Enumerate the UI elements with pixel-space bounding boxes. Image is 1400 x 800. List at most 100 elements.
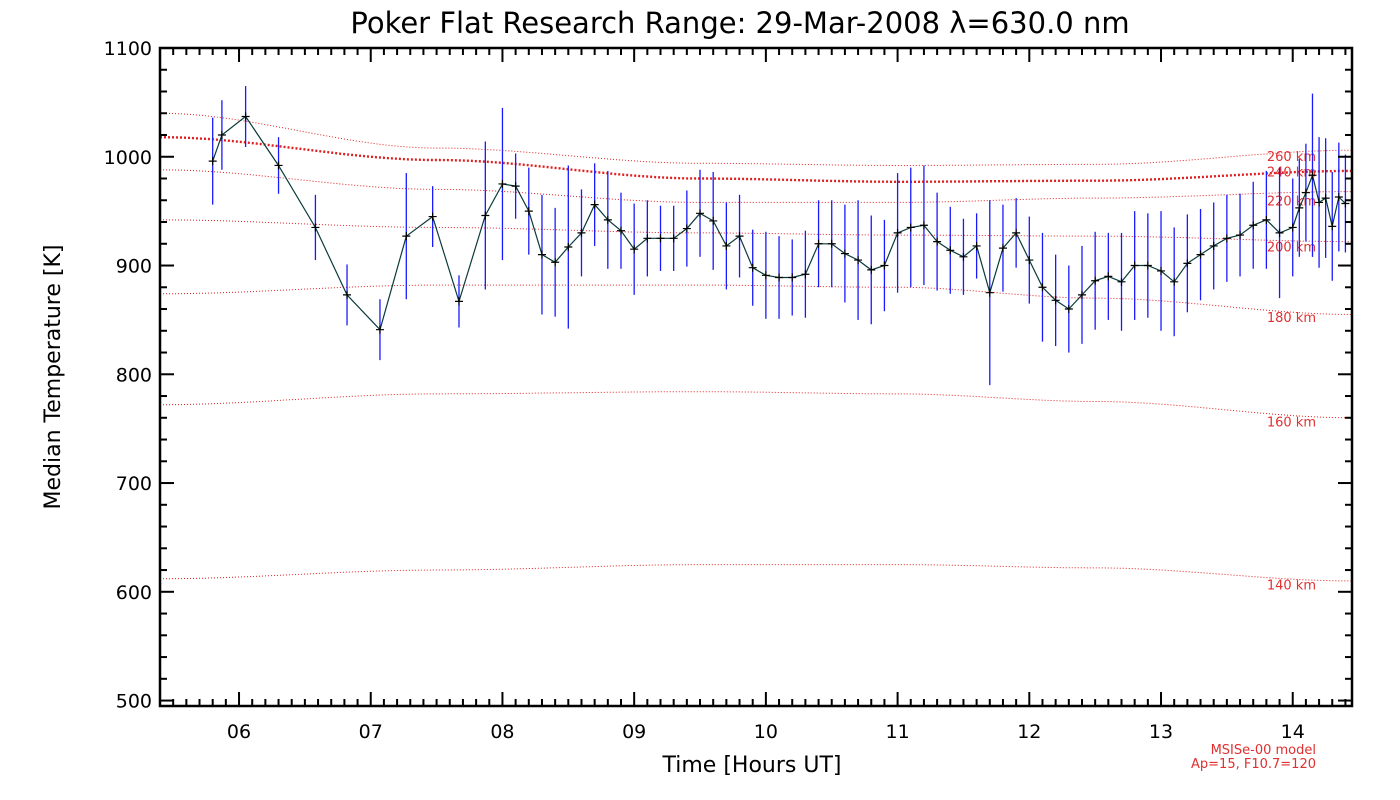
model-curve-0 [159, 112, 1353, 166]
data-point [775, 273, 784, 282]
data-point [1157, 266, 1166, 275]
data-point [1038, 283, 1047, 292]
model-curve-6 [159, 564, 1352, 582]
data-point [1064, 305, 1073, 314]
series-line [212, 115, 1346, 331]
model-curve-label: 240 km [1267, 165, 1316, 180]
model-curve-1 [159, 136, 1352, 183]
data-point [998, 244, 1007, 253]
x-tick-label: 07 [359, 721, 383, 743]
x-tick-label: 10 [754, 721, 778, 743]
data-point [343, 290, 352, 299]
data-point [906, 223, 915, 232]
data-point [1262, 215, 1271, 224]
model-curve-3 [159, 219, 1352, 243]
data-point [788, 273, 797, 282]
data-point [972, 241, 981, 250]
data-point [603, 215, 612, 224]
plot-frame [158, 46, 1354, 708]
data-point [481, 211, 490, 220]
data-point [1328, 222, 1337, 231]
x-tick-label: 09 [622, 721, 646, 743]
data-point [1308, 171, 1317, 180]
model-curve-2 [159, 169, 1352, 203]
data-point [854, 256, 863, 265]
data-point [590, 200, 599, 209]
data-point [1117, 277, 1126, 286]
chart-title: Poker Flat Research Range: 29-Mar-2008 λ… [350, 6, 1129, 40]
data-point [1321, 194, 1330, 203]
data-point [735, 232, 744, 241]
data-point [402, 232, 411, 241]
model-annotation: MSISe-00 model [1211, 743, 1316, 758]
data-point [217, 131, 226, 140]
data-point [959, 252, 968, 261]
data-point [1077, 290, 1086, 299]
data-point [946, 246, 955, 255]
data-point [1334, 193, 1343, 202]
data-point [551, 258, 560, 267]
data-point [1249, 221, 1258, 230]
data-point [643, 234, 652, 243]
y-tick-label: 700 [116, 473, 152, 495]
x-tick-label: 11 [885, 721, 909, 743]
data-point [577, 228, 586, 237]
x-tick-label: 08 [490, 721, 514, 743]
data-point [656, 234, 665, 243]
data-point [669, 234, 678, 243]
data-point [537, 250, 546, 259]
data-point [1183, 259, 1192, 268]
error-bars [212, 86, 1347, 386]
data-point [1295, 203, 1304, 212]
data-point [748, 263, 757, 272]
data-point [1275, 228, 1284, 237]
y-tick-label: 500 [116, 691, 152, 713]
data-point [454, 297, 463, 306]
data-point [1051, 296, 1060, 305]
y-tick-label: 1100 [104, 38, 152, 60]
model-curve-label: 220 km [1267, 195, 1316, 210]
data-point [827, 239, 836, 248]
data-point [1025, 256, 1034, 265]
x-tick-label: 13 [1149, 721, 1173, 743]
data-point [814, 239, 823, 248]
data-point [1301, 188, 1310, 197]
model-curve-label: 160 km [1267, 416, 1316, 431]
data-point [682, 224, 691, 233]
data-point [867, 265, 876, 274]
y-tick-label: 1000 [104, 147, 152, 169]
y-tick-label: 900 [116, 256, 152, 278]
x-axis-label: Time [Hours UT] [662, 753, 842, 778]
data-point [1209, 241, 1218, 250]
axes: 06 07 08 09 10 11 12 13 14 500 600 700 800 900 1000 110… [104, 38, 1354, 743]
data-point [1222, 234, 1231, 243]
data-point [709, 216, 718, 225]
data-point [1104, 272, 1113, 281]
model-curve-5 [160, 391, 1353, 419]
data-point [274, 161, 283, 170]
model-parameters: Ap=15, F10.7=120 [1191, 757, 1316, 772]
data-point [761, 271, 770, 280]
data-series [208, 112, 1350, 334]
y-axis-label: Median Temperature [K] [41, 245, 66, 510]
data-point [1130, 261, 1139, 270]
data-point [498, 179, 507, 188]
model-curve-label: 260 km [1267, 150, 1316, 165]
x-tick-label: 14 [1281, 721, 1305, 743]
data-point [375, 325, 384, 334]
data-point [524, 207, 533, 216]
data-point [801, 270, 810, 279]
y-tick-label: 600 [116, 582, 152, 604]
data-point [893, 228, 902, 237]
data-point [1012, 228, 1021, 237]
data-point [1315, 198, 1324, 207]
model-curve-label: 200 km [1267, 240, 1316, 255]
data-point [1236, 231, 1245, 240]
model-curve-label: 140 km [1267, 579, 1316, 594]
y-tick-label: 800 [116, 364, 152, 386]
data-point [1143, 261, 1152, 270]
x-tick-label: 06 [227, 721, 251, 743]
data-point [311, 223, 320, 232]
